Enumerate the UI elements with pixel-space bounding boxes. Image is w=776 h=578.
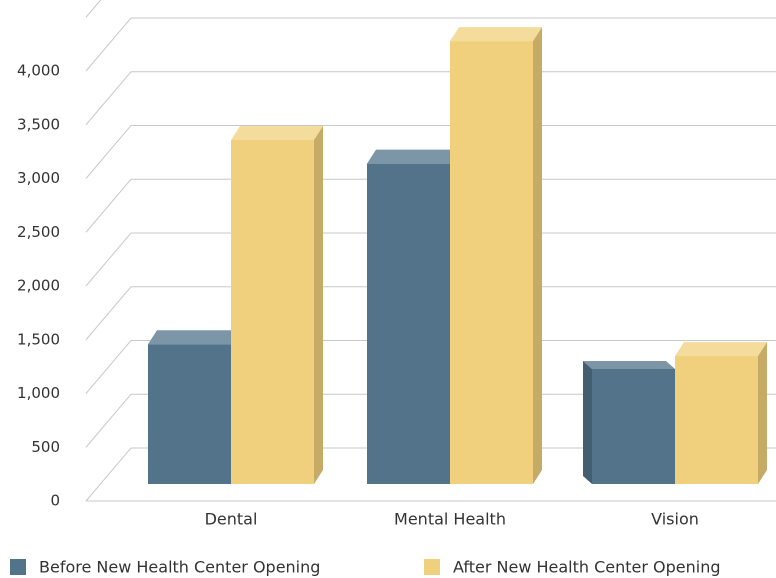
legend-swatch [10, 559, 26, 575]
bar-front [450, 41, 533, 484]
bar-before-mental-health [367, 149, 459, 484]
y-tick-label: 500 [31, 438, 60, 456]
legend: Before New Health Center Opening After Ne… [10, 558, 721, 577]
legend-item: Before New Health Center Opening [10, 558, 320, 577]
y-tick-label: 3,000 [17, 169, 60, 187]
x-category-label: Mental Health [394, 510, 506, 529]
x-category-label: Vision [651, 510, 699, 529]
bars [148, 27, 767, 484]
bar-front [675, 356, 758, 484]
legend-label: Before New Health Center Opening [39, 558, 320, 577]
bar-after-mental-health [450, 27, 542, 484]
bar-top [148, 330, 240, 345]
bar-front [367, 163, 450, 484]
bar-front [148, 344, 231, 484]
legend-item: After New Health Center Opening [424, 558, 721, 577]
y-axis-tick-labels: 0 500 1,000 1,500 2,000 2,500 3,000 3,500 4,000 [17, 62, 60, 510]
bar-top [675, 342, 767, 357]
y-tick-label: 3,500 [17, 115, 60, 133]
bar-before-vision [583, 360, 675, 484]
y-tick-label: 4,000 [17, 62, 60, 80]
gridline [85, 17, 776, 72]
bar-after-dental [231, 126, 323, 484]
legend-label: After New Health Center Opening [453, 558, 721, 577]
bar-side [583, 360, 592, 484]
bar-front [592, 368, 675, 484]
bar-side [533, 27, 542, 484]
y-tick-label: 1,500 [17, 330, 60, 348]
bar-before-dental [148, 330, 240, 484]
bar-top [450, 27, 542, 42]
y-tick-label: 1,000 [17, 384, 60, 402]
bar-side [758, 342, 767, 484]
bar-after-vision [675, 342, 767, 484]
bar-top [367, 149, 459, 164]
x-category-label: Dental [205, 510, 258, 529]
bar-top [231, 126, 323, 140]
gridline [85, 0, 102, 18]
bar-side [314, 126, 323, 484]
y-tick-label: 0 [50, 492, 60, 510]
y-tick-label: 2,000 [17, 277, 60, 295]
bar-top [583, 360, 675, 369]
legend-swatch [424, 559, 440, 575]
gridline [85, 71, 776, 126]
y-tick-label: 2,500 [17, 223, 60, 241]
bar-front [231, 140, 314, 484]
x-axis-category-labels: Dental Mental Health Vision [205, 510, 699, 529]
